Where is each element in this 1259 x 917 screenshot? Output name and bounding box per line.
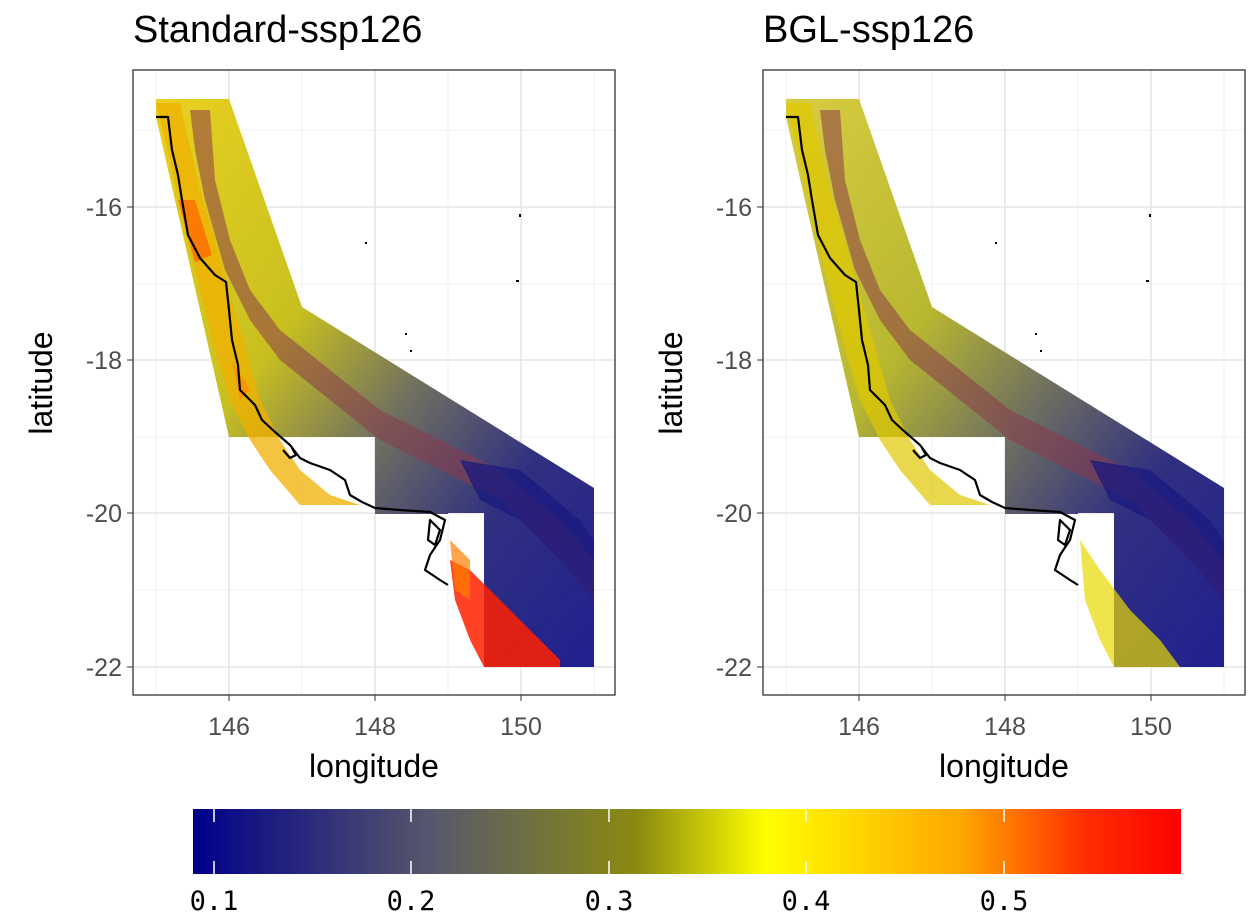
- x-axis-label: longitude: [309, 748, 439, 784]
- y-tick-label: -20: [86, 500, 122, 528]
- y-axis-label: latitude: [653, 331, 689, 434]
- colorbar-tick-label: 0.3: [585, 886, 634, 917]
- panel-border: [762, 69, 1246, 696]
- x-tick-label: 146: [208, 713, 250, 741]
- x-tick-label: 146: [838, 713, 880, 741]
- x-axis-label: longitude: [939, 748, 1069, 784]
- colorbar: 0.1 0.2 0.3 0.4 0.5: [190, 809, 1181, 917]
- x-axis: 146 148 150 longitude: [208, 695, 542, 784]
- y-axis: -16 -18 -20 -22 latitude: [653, 194, 763, 682]
- coastline: [786, 115, 1151, 586]
- panel-title: BGL-ssp126: [763, 9, 974, 51]
- raster-field: [786, 99, 1224, 667]
- y-tick-label: -18: [716, 347, 752, 375]
- x-axis: 146 148 150 longitude: [838, 695, 1172, 784]
- colorbar-gradient: [193, 809, 1181, 874]
- y-tick-label: -16: [716, 194, 752, 222]
- raster-field: [156, 99, 594, 667]
- colorbar-ticks: [213, 809, 1005, 874]
- x-tick-label: 150: [500, 713, 542, 741]
- colorbar-tick-label: 0.2: [387, 886, 436, 917]
- y-tick-label: -16: [86, 194, 122, 222]
- panel-standard: Standard-ssp126: [23, 9, 616, 784]
- y-tick-label: -22: [86, 654, 122, 682]
- y-tick-label: -22: [716, 654, 752, 682]
- x-tick-label: 150: [1130, 713, 1172, 741]
- colorbar-tick-label: 0.1: [190, 886, 239, 917]
- panel-border: [132, 69, 616, 696]
- panel-title: Standard-ssp126: [133, 9, 422, 51]
- x-tick-label: 148: [354, 713, 396, 741]
- coastline: [156, 115, 521, 586]
- panel-bgl: BGL-ssp126: [653, 9, 1246, 784]
- x-tick-label: 148: [984, 713, 1026, 741]
- colorbar-tick-label: 0.4: [782, 886, 831, 917]
- y-axis-label: latitude: [23, 331, 59, 434]
- y-tick-label: -18: [86, 347, 122, 375]
- y-axis: -16 -18 -20 -22 latitude: [23, 194, 133, 682]
- colorbar-tick-label: 0.5: [980, 886, 1029, 917]
- y-tick-label: -20: [716, 500, 752, 528]
